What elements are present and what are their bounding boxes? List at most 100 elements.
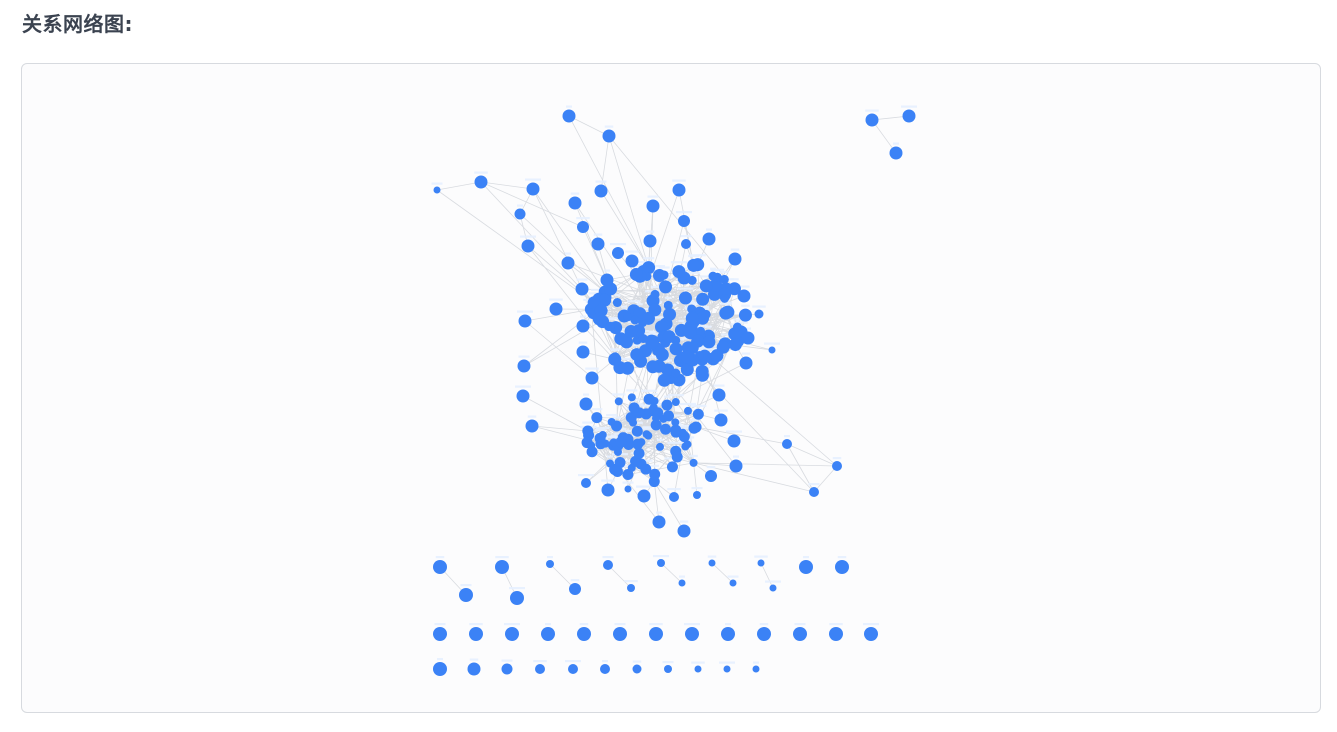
- graph-node[interactable]: [689, 423, 700, 434]
- graph-node[interactable]: [612, 247, 624, 259]
- graph-node[interactable]: [652, 414, 660, 422]
- graph-node[interactable]: [646, 360, 659, 373]
- graph-node[interactable]: [730, 460, 743, 473]
- graph-node[interactable]: [656, 348, 669, 361]
- graph-node[interactable]: [671, 427, 682, 438]
- graph-node[interactable]: [729, 253, 742, 266]
- graph-node[interactable]: [755, 310, 764, 319]
- graph-node[interactable]: [667, 461, 678, 472]
- graph-node[interactable]: [690, 459, 698, 467]
- graph-node[interactable]: [562, 257, 575, 270]
- graph-node[interactable]: [721, 627, 735, 641]
- graph-node[interactable]: [719, 307, 732, 320]
- graph-node[interactable]: [586, 372, 599, 385]
- graph-node[interactable]: [505, 627, 519, 641]
- graph-node[interactable]: [713, 273, 722, 282]
- graph-node[interactable]: [569, 583, 581, 595]
- graph-node[interactable]: [657, 559, 665, 567]
- graph-node[interactable]: [660, 424, 671, 435]
- graph-node[interactable]: [715, 414, 728, 427]
- graph-node[interactable]: [581, 478, 591, 488]
- graph-node[interactable]: [742, 332, 755, 345]
- graph-node[interactable]: [730, 580, 737, 587]
- graph-node[interactable]: [671, 369, 680, 378]
- graph-node[interactable]: [664, 665, 672, 673]
- graph-node[interactable]: [608, 353, 621, 366]
- graph-node[interactable]: [686, 312, 699, 325]
- graph-node[interactable]: [832, 461, 842, 471]
- graph-node[interactable]: [793, 627, 807, 641]
- graph-node[interactable]: [601, 274, 614, 287]
- graph-node[interactable]: [433, 627, 447, 641]
- graph-node[interactable]: [615, 437, 626, 448]
- graph-node[interactable]: [633, 665, 642, 674]
- graph-node[interactable]: [577, 346, 590, 359]
- graph-node[interactable]: [550, 303, 563, 316]
- graph-node[interactable]: [563, 110, 576, 123]
- graph-node[interactable]: [672, 398, 680, 406]
- graph-node[interactable]: [606, 322, 615, 331]
- graph-node[interactable]: [663, 308, 676, 321]
- graph-node[interactable]: [693, 491, 701, 499]
- graph-node[interactable]: [713, 389, 726, 402]
- graph-node[interactable]: [577, 627, 591, 641]
- graph-node[interactable]: [684, 407, 692, 415]
- graph-node[interactable]: [587, 446, 598, 457]
- graph-node[interactable]: [770, 585, 777, 592]
- graph-node[interactable]: [613, 298, 622, 307]
- graph-node[interactable]: [782, 439, 792, 449]
- graph-node[interactable]: [600, 664, 610, 674]
- graph-node[interactable]: [740, 357, 753, 370]
- graph-node[interactable]: [659, 280, 672, 293]
- graph-node[interactable]: [625, 325, 638, 338]
- graph-node[interactable]: [705, 470, 717, 482]
- graph-node[interactable]: [679, 580, 686, 587]
- graph-node[interactable]: [769, 347, 776, 354]
- graph-node[interactable]: [710, 349, 723, 362]
- graph-node[interactable]: [517, 390, 530, 403]
- graph-node[interactable]: [627, 584, 635, 592]
- graph-node[interactable]: [643, 430, 651, 438]
- graph-node[interactable]: [522, 240, 535, 253]
- graph-node[interactable]: [679, 292, 692, 305]
- graph-node[interactable]: [629, 419, 637, 427]
- graph-node[interactable]: [518, 360, 531, 373]
- graph-node[interactable]: [495, 560, 509, 574]
- graph-node[interactable]: [864, 627, 878, 641]
- graph-node[interactable]: [672, 451, 683, 462]
- graph-node[interactable]: [433, 662, 447, 676]
- graph-node[interactable]: [661, 400, 672, 411]
- graph-node[interactable]: [638, 490, 651, 503]
- graph-node[interactable]: [644, 235, 657, 248]
- graph-node[interactable]: [673, 184, 686, 197]
- graph-node[interactable]: [681, 239, 691, 249]
- graph-node[interactable]: [568, 664, 578, 674]
- graph-node[interactable]: [703, 233, 716, 246]
- graph-node[interactable]: [434, 187, 441, 194]
- graph-node[interactable]: [632, 426, 643, 437]
- graph-node[interactable]: [642, 312, 655, 325]
- graph-node[interactable]: [903, 110, 916, 123]
- graph-node[interactable]: [582, 425, 593, 436]
- graph-node[interactable]: [569, 197, 582, 210]
- graph-node[interactable]: [519, 315, 532, 328]
- graph-node[interactable]: [681, 351, 694, 364]
- graph-node[interactable]: [663, 330, 676, 343]
- graph-node[interactable]: [592, 238, 605, 251]
- graph-node[interactable]: [656, 443, 664, 451]
- graph-node[interactable]: [541, 627, 555, 641]
- graph-node[interactable]: [866, 114, 879, 127]
- graph-node[interactable]: [696, 293, 709, 306]
- graph-nodes[interactable]: [433, 110, 916, 677]
- graph-node[interactable]: [634, 448, 645, 459]
- graph-node[interactable]: [809, 487, 819, 497]
- graph-node[interactable]: [515, 209, 526, 220]
- graph-node[interactable]: [576, 283, 589, 296]
- graph-node[interactable]: [639, 334, 648, 343]
- graph-node[interactable]: [653, 516, 666, 529]
- graph-node[interactable]: [709, 560, 716, 567]
- graph-node[interactable]: [663, 410, 674, 421]
- graph-node[interactable]: [613, 627, 627, 641]
- graph-node[interactable]: [739, 309, 752, 322]
- graph-node[interactable]: [603, 130, 616, 143]
